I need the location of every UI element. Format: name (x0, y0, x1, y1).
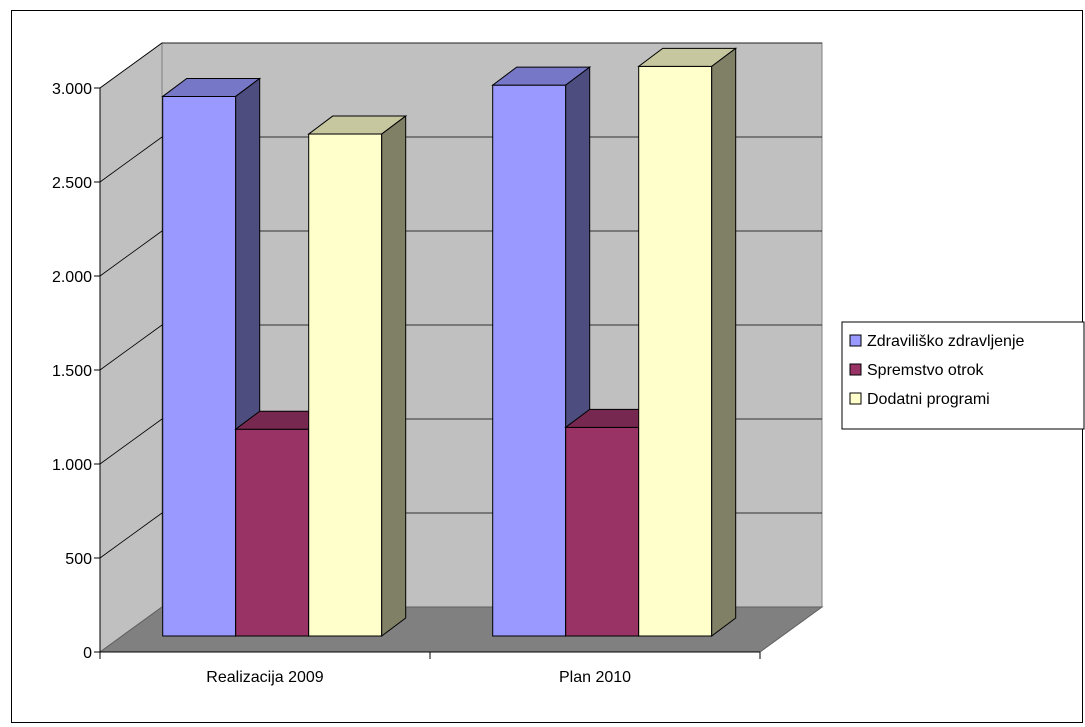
y-tick-label: 1.000 (52, 457, 92, 474)
gridline-side (99, 136, 163, 183)
x-tick-label: Realizacija 2009 (206, 669, 324, 686)
bars (161, 47, 738, 637)
y-tick-label: 0 (83, 645, 92, 662)
gridline-side (99, 42, 163, 89)
legend-label: Spremstvo otrok (867, 362, 984, 379)
bar-front (162, 95, 237, 637)
gridline-side (99, 418, 163, 465)
legend-swatch (849, 392, 862, 405)
legend-box (841, 321, 1085, 430)
x-tick-labels: Realizacija 2009 Plan 2010 (206, 669, 631, 686)
legend: Zdraviliško zdravljenje Spremstvo otrok Do… (841, 321, 1085, 430)
x-tick-label: Plan 2010 (559, 669, 631, 686)
legend-label: Dodatni programi (867, 391, 990, 408)
gridline-side (99, 324, 163, 371)
gridline-side (99, 230, 163, 277)
bar-front (308, 133, 383, 637)
y-tick-label: 2.500 (52, 175, 92, 192)
y-tick-label: 500 (65, 551, 92, 568)
bar-side (381, 115, 407, 637)
bar-front (565, 426, 640, 637)
bar-front (235, 428, 310, 637)
legend-swatch (849, 334, 862, 347)
gridline-side (99, 512, 163, 559)
axes (94, 87, 761, 659)
legend-label: Zdraviliško zdravljenje (867, 333, 1024, 350)
bar (637, 47, 738, 637)
legend-swatch (849, 363, 862, 376)
bar (307, 115, 408, 637)
y-tick-label: 3.000 (52, 81, 92, 98)
y-tick-labels: 0 500 1.000 1.500 2.000 2.500 3.000 (52, 81, 92, 662)
y-tick-label: 2.000 (52, 269, 92, 286)
y-tick-label: 1.500 (52, 363, 92, 380)
bar-side (711, 47, 737, 637)
bar-front (638, 65, 713, 637)
bar-front (492, 84, 567, 637)
